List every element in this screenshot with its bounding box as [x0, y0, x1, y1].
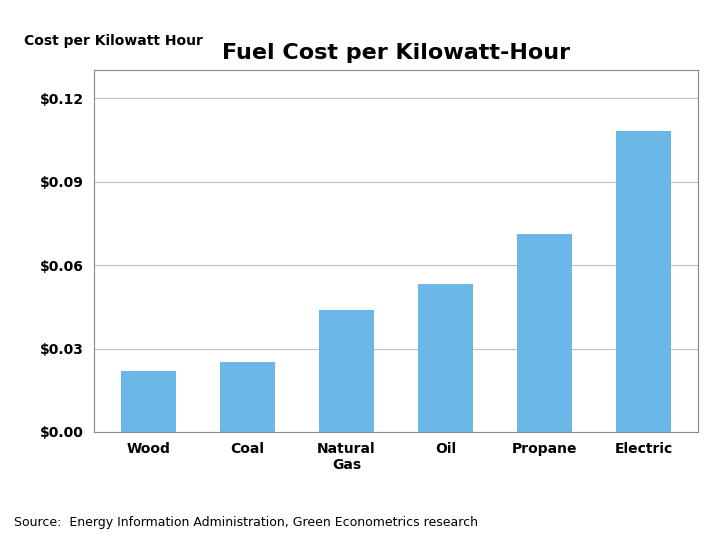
Bar: [616, 131, 671, 432]
Text: Cost per Kilowatt Hour: Cost per Kilowatt Hour: [24, 35, 203, 49]
Bar: [220, 362, 274, 432]
Title: Fuel Cost per Kilowatt-Hour: Fuel Cost per Kilowatt-Hour: [222, 43, 570, 63]
Bar: [319, 309, 374, 432]
Bar: [518, 234, 572, 432]
Bar: [418, 285, 473, 432]
Bar: [121, 371, 176, 432]
Text: Source:  Energy Information Administration, Green Econometrics research: Source: Energy Information Administratio…: [14, 516, 478, 529]
